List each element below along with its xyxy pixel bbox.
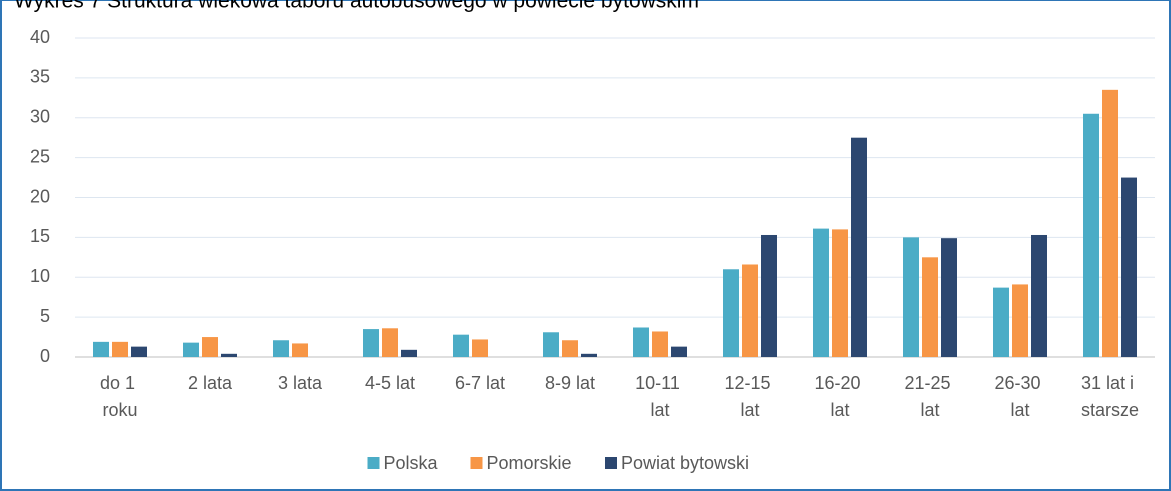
bar [112,341,128,357]
bar [671,346,687,357]
bar [221,353,237,357]
x-tick-label: 6-7 lat [455,373,505,393]
bar [761,234,777,357]
bar [292,343,308,357]
x-tick-label: 16-20 lat [814,373,865,420]
x-tick-label: 8-9 lat [545,373,595,393]
bar [851,137,867,357]
bar [723,269,739,357]
bar [1031,234,1047,357]
bar [903,237,919,357]
legend-swatch [367,457,380,469]
x-tick-label: 2 lata [188,373,233,393]
y-tick-label: 25 [30,146,50,166]
bar [1121,177,1137,357]
x-tick-label: 31 lat i starsze [1081,373,1139,420]
bar [273,340,289,357]
bar [453,334,469,357]
bar [1083,113,1099,357]
bar [363,329,379,357]
legend-label: Pomorskie [487,453,572,473]
x-tick-label: 4-5 lat [365,373,415,393]
y-tick-label: 35 [30,67,50,87]
chart-title: Wykres 7 Struktura wiekowa taboru autobu… [14,0,699,13]
bar [993,287,1009,357]
legend-label: Polska [384,453,439,473]
bar [183,342,199,357]
bar [472,339,488,357]
x-tick-label: 12-15 lat [724,373,775,420]
y-tick-label: 10 [30,266,50,286]
bar [742,264,758,357]
bar [941,238,957,357]
y-tick-label: 0 [40,346,50,366]
bar [1012,284,1028,357]
x-tick-label: 21-25 lat [904,373,955,420]
legend-swatch [470,457,483,469]
legend-swatch [605,457,617,469]
y-tick-label: 30 [30,107,50,127]
bar [581,353,597,357]
bar [652,331,668,357]
bar [832,229,848,357]
bar [93,341,109,357]
bar [633,327,649,357]
y-tick-label: 40 [30,27,50,47]
y-tick-label: 15 [30,226,50,246]
bar [131,346,147,357]
y-tick-label: 20 [30,186,50,206]
bar [562,340,578,357]
y-tick-label: 5 [40,306,50,326]
x-tick-label: 3 lata [278,373,323,393]
bar [922,257,938,357]
bar [813,228,829,357]
x-tick-label: 10-11 lat [635,373,685,420]
x-tick-label: do 1 roku [100,373,140,420]
legend-label: Powiat bytowski [621,453,749,473]
bar [202,337,218,357]
bar [1102,89,1118,358]
bar [401,349,417,357]
bar [543,332,559,357]
bar [382,328,398,357]
x-tick-label: 26-30 lat [994,373,1045,420]
